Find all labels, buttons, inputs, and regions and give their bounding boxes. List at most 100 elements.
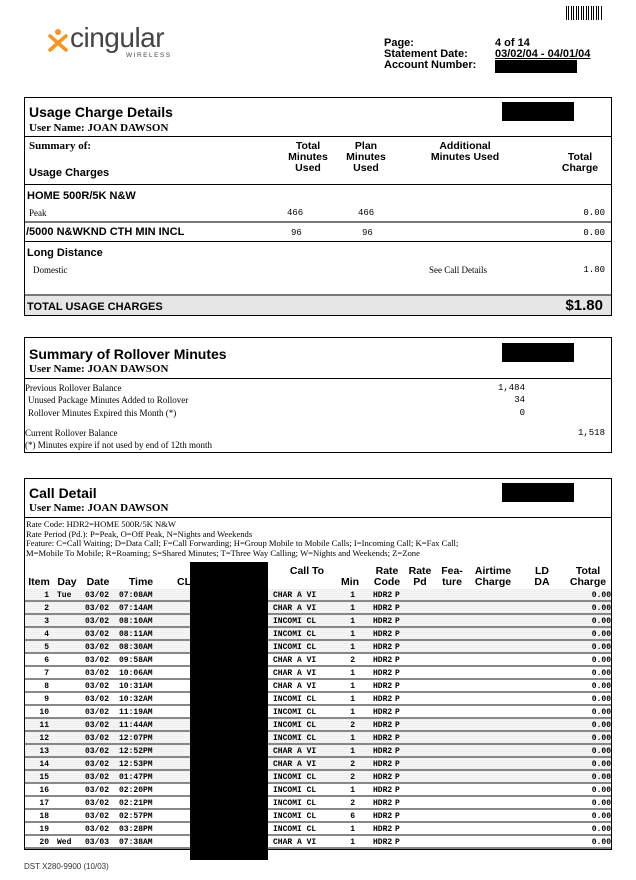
time-cell: 12:07PM	[119, 734, 153, 743]
table-row: 9 03/02 10:32AM INCOMI CL 1 HDR2 P 0.00	[25, 693, 611, 706]
item-cell: 5	[44, 643, 49, 652]
usage-user-name: User Name: JOAN DAWSON	[29, 122, 169, 134]
total-charge-cell: 0.00	[591, 760, 611, 769]
rate-code-cell: HDR2	[373, 630, 393, 639]
minutes-cell: 1	[350, 630, 355, 639]
call-to-cell: CHAR A VI	[273, 747, 317, 756]
minutes-cell: 1	[350, 734, 355, 743]
rate-period-cell: P	[395, 617, 400, 626]
redacted-number	[502, 483, 574, 502]
col-header: Call To	[289, 565, 325, 577]
redacted-number	[502, 343, 574, 362]
call-to-cell: INCOMI CL	[273, 695, 317, 704]
total-usage-label: TOTAL USAGE CHARGES	[27, 301, 163, 313]
rate-period-cell: P	[395, 643, 400, 652]
rollover-item-value: 0	[519, 407, 525, 418]
usage-title: Usage Charge Details	[29, 104, 173, 120]
total-usage-bar: TOTAL USAGE CHARGES $1.80	[25, 294, 611, 315]
total-charge-cell: 0.00	[591, 825, 611, 834]
rollover-item-value: 1,484	[497, 383, 525, 393]
date-cell: 03/02	[85, 773, 110, 782]
rate-period-cell: P	[395, 721, 400, 730]
minutes-cell: 2	[350, 721, 355, 730]
total-charge-cell: 0.00	[591, 799, 611, 808]
minutes-cell: 1	[350, 747, 355, 756]
minutes-cell: 1	[350, 682, 355, 691]
call-legend: Rate Code: HDR2=HOME 500R/5K N&W Rate Per…	[26, 519, 458, 558]
rate-period-cell: P	[395, 682, 400, 691]
total-charge-cell: 0.00	[591, 812, 611, 821]
minutes-cell: 6	[350, 812, 355, 821]
rate-code-cell: HDR2	[373, 825, 393, 834]
total-usage-value: $1.80	[565, 297, 603, 314]
item-cell: 16	[39, 786, 49, 795]
rate-code-cell: HDR2	[373, 656, 393, 665]
item-cell: 1	[44, 591, 49, 600]
page-label: Page:	[384, 37, 414, 49]
total-charge-cell: 0.00	[591, 734, 611, 743]
col-header: Date	[86, 576, 110, 588]
minutes-cell: 1	[350, 825, 355, 834]
minutes-cell: 1	[350, 591, 355, 600]
rollover-item-label: Previous Rollover Balance	[25, 383, 122, 393]
item-cell: 2	[44, 604, 49, 613]
table-row: 8 03/02 10:31AM CHAR A VI 1 HDR2 P 0.00	[25, 680, 611, 693]
date-cell: 03/02	[85, 643, 110, 652]
date-cell: 03/02	[85, 760, 110, 769]
call-detail-user-name: User Name: JOAN DAWSON	[29, 502, 169, 514]
total-charge-cell: 0.00	[591, 786, 611, 795]
rate-code-cell: HDR2	[373, 734, 393, 743]
call-to-cell: CHAR A VI	[273, 604, 317, 613]
date-cell: 03/02	[85, 747, 110, 756]
rollover-footnote: (*) Minutes expire if not used by end of…	[25, 440, 212, 450]
time-cell: 12:53PM	[119, 760, 153, 769]
date-cell: 03/02	[85, 656, 110, 665]
total-charge-cell: 0.00	[591, 838, 611, 847]
day-cell: Wed	[57, 838, 72, 847]
rate-period-cell: P	[395, 734, 400, 743]
total-charge-cell: 0.00	[591, 669, 611, 678]
minutes-cell: 2	[350, 799, 355, 808]
rollover-summary: Summary of Rollover Minutes User Name: J…	[24, 337, 612, 453]
time-cell: 03:28PM	[119, 825, 153, 834]
account-number-redacted	[495, 60, 577, 73]
peak-total: 466	[287, 208, 304, 218]
item-cell: 10	[39, 708, 49, 717]
date-cell: 03/02	[85, 604, 110, 613]
plan2-total: 96	[291, 228, 302, 238]
table-row: 17 03/02 02:21PM INCOMI CL 2 HDR2 P 0.00	[25, 797, 611, 810]
col-total-charge: Total Charge	[561, 151, 599, 174]
date-cell: 03/02	[85, 682, 110, 691]
date-cell: 03/02	[85, 721, 110, 730]
statement-date-value: 03/02/04 - 04/01/04	[495, 48, 591, 60]
peak-charge: 0.00	[583, 208, 605, 218]
time-cell: 11:44AM	[119, 721, 153, 730]
time-cell: 10:31AM	[119, 682, 153, 691]
account-number-label: Account Number:	[384, 59, 477, 71]
rate-code-cell: HDR2	[373, 773, 393, 782]
time-cell: 08:11AM	[119, 630, 153, 639]
time-cell: 07:14AM	[119, 604, 153, 613]
time-cell: 07:08AM	[119, 591, 153, 600]
call-to-cell: CHAR A VI	[273, 656, 317, 665]
total-charge-cell: 0.00	[591, 604, 611, 613]
total-charge-cell: 0.00	[591, 695, 611, 704]
table-row: 19 03/02 03:28PM INCOMI CL 1 HDR2 P 0.00	[25, 823, 611, 836]
current-rollover-value: 1,518	[577, 428, 605, 438]
col-header: Rate Pd	[408, 565, 432, 588]
logo-subtext: WIRELESS	[126, 52, 172, 59]
call-to-cell: CHAR A VI	[273, 760, 317, 769]
rate-period-cell: P	[395, 825, 400, 834]
time-cell: 02:57PM	[119, 812, 153, 821]
table-row: 12 03/02 12:07PM INCOMI CL 1 HDR2 P 0.00	[25, 732, 611, 745]
date-cell: 03/02	[85, 630, 110, 639]
rate-code-cell: HDR2	[373, 760, 393, 769]
statement-date-label: Statement Date:	[384, 48, 468, 60]
col-additional-minutes: Additional Minutes Used	[430, 140, 500, 163]
minutes-cell: 1	[350, 617, 355, 626]
call-detail: Call Detail User Name: JOAN DAWSON Rate …	[24, 478, 612, 850]
call-to-cell: INCOMI CL	[273, 734, 317, 743]
usage-charges-label: Usage Charges	[29, 167, 110, 179]
summary-of-label: Summary of:	[29, 140, 92, 152]
item-cell: 18	[39, 812, 49, 821]
